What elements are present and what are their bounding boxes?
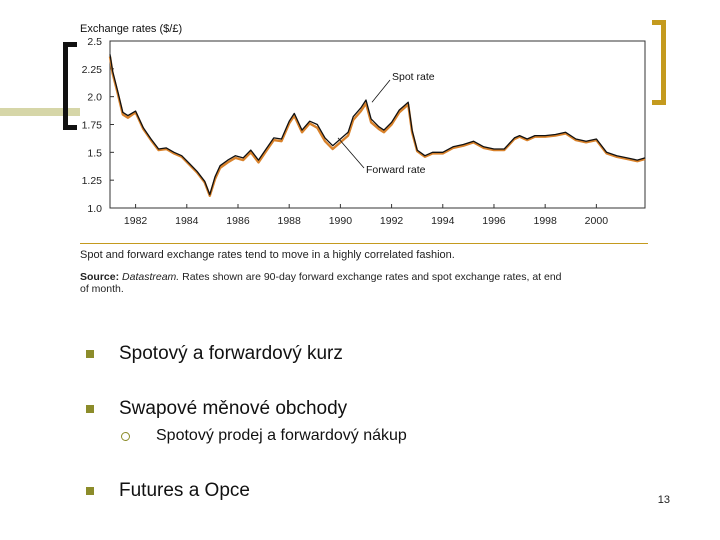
x-tick-label: 1996 [482,215,506,227]
y-tick-label: 2.5 [87,36,102,48]
left-olive-band [0,108,80,116]
chart-source: Source: Datastream. Rates shown are 90-d… [80,271,562,295]
exchange-rate-chart: Exchange rates ($/£) 2.5 2.25 2.0 1.75 1.5 1.… [80,23,646,227]
y-tick-label: 1.25 [82,175,103,187]
page-number: 13 [657,494,670,506]
y-tick-label: 1.5 [87,147,102,159]
x-tick-label: 1994 [431,215,455,227]
bullet-text: Futures a Opce [119,480,250,501]
x-tick-label: 1984 [175,215,199,227]
x-tick-label: 1990 [329,215,353,227]
square-bullet-icon [86,350,94,358]
bullet-text: Spotový a forwardový kurz [119,343,343,364]
chart-caption: Spot and forward exchange rates tend to … [80,249,455,261]
bullet-item-1: Spotový a forwardový kurz [86,343,343,365]
right-bracket-ornament [652,20,666,105]
y-tick-label: 2.0 [87,92,102,104]
bullet-text: Swapové měnové obchody [119,398,348,419]
left-bracket-ornament [63,42,77,130]
bullet-item-3: Futures a Opce [86,480,250,502]
y-tick-label: 1.0 [87,203,102,215]
y-tick-label: 2.25 [82,64,103,76]
spot-rate-line [109,54,646,196]
square-bullet-icon [86,405,94,413]
spot-rate-leader [371,79,391,103]
x-tick-label: 1986 [226,215,250,227]
forward-rate-line [108,56,646,198]
square-bullet-icon [86,487,94,495]
x-tick-label: 2000 [585,215,609,227]
chart-axes: 2.5 2.25 2.0 1.75 1.5 1.25 1.0 1982 1984 1986 1988… [82,36,646,227]
series-layer [108,54,646,198]
x-tick-label: 1998 [533,215,557,227]
sub-bullet-text: Spotový prodej a forwardový nákup [156,427,407,444]
caption-divider [80,243,648,244]
x-tick-label: 1988 [278,215,302,227]
x-tick-label: 1992 [380,215,404,227]
ring-bullet-icon [121,431,130,441]
spot-rate-annotation: Spot rate [392,71,435,83]
forward-rate-leader [337,137,365,169]
forward-rate-annotation: Forward rate [366,164,426,176]
source-label: Source: [80,271,120,283]
sub-bullet-item-1: Spotový prodej a forwardový nákup [121,427,407,445]
source-name: Datastream. [122,271,180,283]
x-tick-label: 1982 [124,215,148,227]
source-detail: Rates shown are 90-day forward exchange … [182,271,562,283]
bullet-item-2: Swapové měnové obchody [86,398,347,420]
y-tick-label: 1.75 [82,120,103,132]
source-detail-2: of month. [80,283,124,295]
chart-title: Exchange rates ($/£) [80,23,182,35]
annotation-layer: Spot rate Forward rate [337,71,435,176]
